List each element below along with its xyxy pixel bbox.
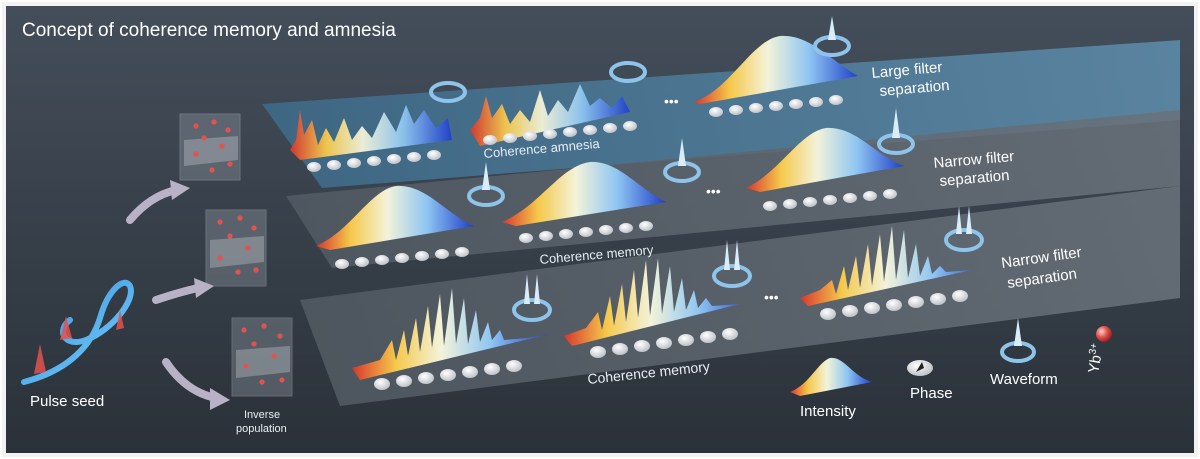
top-spectrum-2	[470, 84, 630, 146]
top-panel-label-line2: separation	[879, 77, 950, 100]
population-label-line2: population	[236, 423, 287, 435]
middle-panel-label-line2: separation	[939, 167, 1010, 190]
bottom-waveform-peaks-1	[524, 274, 540, 304]
middle-spectrum-1	[316, 185, 474, 250]
legend-waveform-label: Waveform	[990, 371, 1058, 388]
legend-phase-arrow	[916, 362, 924, 372]
arrow-to-bottom-head	[210, 388, 230, 410]
middle-panel	[286, 110, 1180, 268]
arrow-to-top-head	[170, 180, 190, 200]
population-label-line1: Inverse	[244, 409, 280, 421]
arrow-to-middle	[152, 284, 202, 304]
middle-phase-rows	[335, 189, 897, 269]
pulse-seed-label: Pulse seed	[30, 393, 104, 410]
top-panel-label-line1: Large filter	[871, 59, 943, 82]
top-waveform-ring-2	[609, 61, 647, 83]
middle-ellipsis: •••	[706, 183, 721, 199]
top-waveform-peak	[828, 16, 836, 40]
bottom-waveform-ring-3	[944, 228, 984, 252]
bottom-waveform-peaks-2	[724, 240, 740, 270]
top-spectrum-3	[694, 35, 858, 104]
bottom-spectrum-3	[800, 226, 990, 306]
bottom-panel	[300, 186, 1180, 406]
bottom-ellipsis: •••	[764, 289, 779, 305]
legend-ion-symbol: Yb	[1085, 354, 1105, 375]
top-phase-row-3	[709, 95, 843, 117]
legend-ion-charge: 3+	[1087, 342, 1100, 355]
bottom-waveform-ring-2	[712, 264, 752, 288]
bottom-phase-rows	[374, 290, 968, 390]
middle-spectrum-3	[746, 127, 904, 192]
top-spectrum-1	[290, 105, 452, 160]
middle-waveform-peak-2	[678, 138, 686, 166]
top-waveform-ring-1	[429, 81, 467, 103]
legend-ion-icon	[1096, 326, 1112, 342]
top-phase-row-1	[307, 150, 441, 172]
top-phase-row-2	[483, 121, 637, 145]
middle-waveform-peak-3	[892, 108, 900, 138]
arrow-to-middle-head	[194, 278, 214, 298]
population-cube-top	[179, 113, 241, 181]
figure-title: Concept of coherence memory and amnesia	[22, 20, 396, 41]
legend-intensity-label: Intensity	[800, 403, 856, 420]
pulse-seed-fiber	[21, 279, 134, 385]
legend-waveform-peak	[1014, 318, 1022, 346]
top-ellipsis: •••	[664, 93, 679, 109]
population-cube-bottom	[231, 317, 293, 397]
bottom-waveform-peaks-3	[956, 206, 972, 234]
legend-phase-label: Phase	[910, 385, 953, 402]
legend-intensity-icon	[790, 357, 872, 396]
bottom-spectrum-1	[352, 288, 550, 380]
population-cube-middle	[205, 209, 267, 287]
middle-waveform-peak-1	[482, 162, 490, 190]
middle-panel-label-line1: Narrow filter	[933, 148, 1015, 172]
legend-ion-label: Yb3+	[1084, 342, 1107, 375]
bottom-spectrum-2	[564, 258, 756, 346]
bottom-waveform-ring-1	[512, 298, 552, 322]
middle-spectrum-2	[502, 161, 666, 226]
